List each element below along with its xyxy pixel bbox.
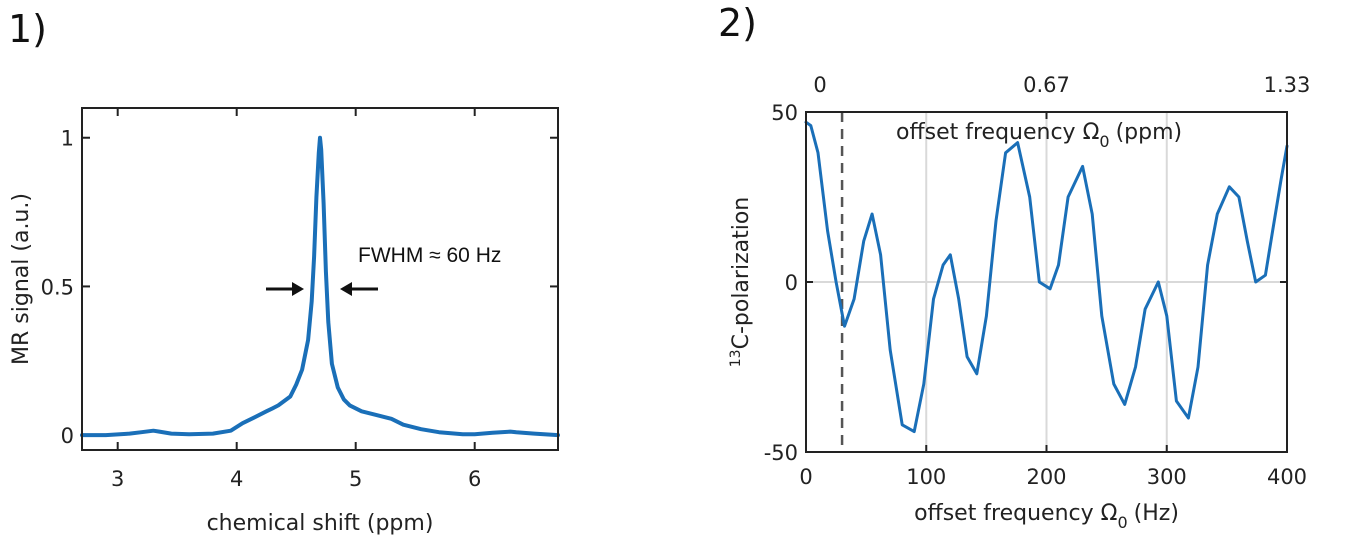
panel-1-x-tick-label: 4: [230, 467, 243, 491]
fwhm-left-arrow: [266, 282, 304, 296]
panel-1-y-axis-label: MR signal (a.u.): [9, 193, 34, 365]
panel-2-top-tick-label: 0: [813, 73, 826, 97]
panel-label-1: 1): [8, 7, 47, 51]
panel-2-x-tick-label: 400: [1267, 465, 1307, 489]
panel-2-top-tick-label: 1.33: [1264, 73, 1311, 97]
panel-2-x-tick-label: 300: [1147, 465, 1187, 489]
panel-2-y-tick-label: 50: [771, 101, 798, 125]
panel-1-y-tick-label: 0: [61, 424, 74, 448]
panel-1-y-tick-label: 0.5: [41, 275, 74, 299]
panel-1-y-tick-label: 1: [61, 127, 74, 151]
fwhm-right-arrow: [340, 282, 378, 296]
panel-2-y-tick-label: 0: [785, 271, 798, 295]
panel-1-axes-frame: [81, 107, 559, 451]
panel-2-top-tick-label: 0.67: [1023, 73, 1070, 97]
fwhm-annotation: FWHM ≈ 60 Hz: [358, 244, 501, 267]
panel-1-x-axis-label: chemical shift (ppm): [207, 511, 434, 536]
panel-1-x-tick-label: 6: [468, 467, 481, 491]
panel-1-ticks: 3 4 5 6 0 0.5 1: [41, 108, 558, 491]
panel-1-x-tick-label: 3: [111, 467, 124, 491]
panel-2-y-tick-label: -50: [764, 441, 798, 465]
panel-1-x-tick-label: 5: [349, 467, 362, 491]
panel-2-polarization-line: [804, 120, 1289, 434]
panel-2-x-axis-label: offset frequency Ω0 (Hz): [914, 501, 1179, 532]
panel-2-x-tick-label: 200: [1026, 465, 1066, 489]
panel-2-grid: [806, 112, 1287, 452]
panel-2-x-tick-label: 100: [906, 465, 946, 489]
panel-2-top-axis-label: offset frequency Ω0 (ppm): [896, 120, 1182, 151]
panel-1: 1) 3 4 5 6 0 0.5 1 chemical shift (ppm) MR sig…: [8, 7, 560, 536]
panel-1-spectrum-line: [80, 135, 560, 438]
panel-2-y-axis-label: 13C-polarization: [728, 197, 754, 367]
panel-label-2: 2): [718, 1, 757, 45]
panel-2-x-tick-label: 0: [799, 465, 812, 489]
